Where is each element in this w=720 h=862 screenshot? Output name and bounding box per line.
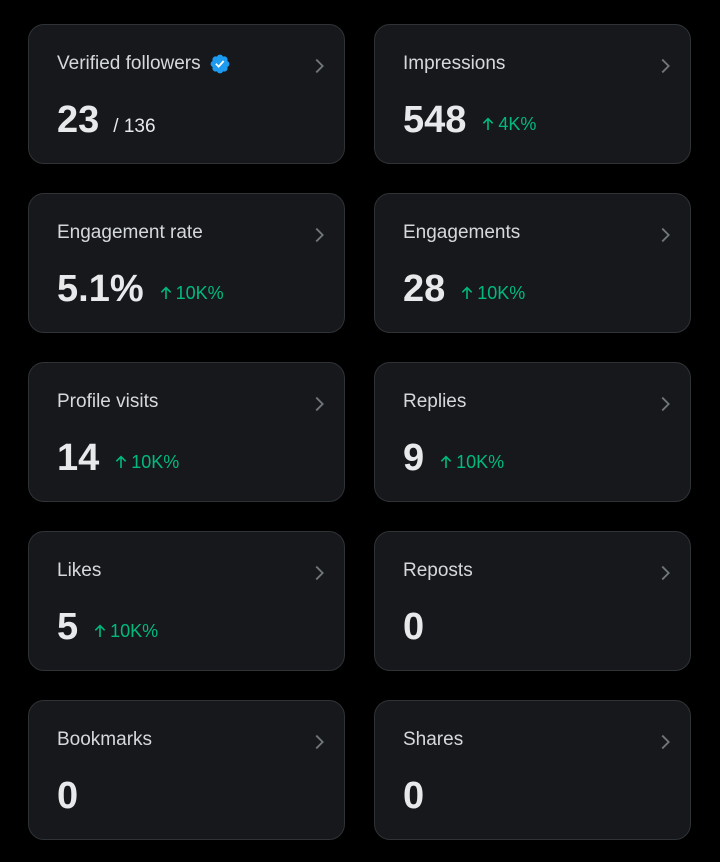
- metric-card[interactable]: Likes 5 10K%: [28, 531, 345, 671]
- metric-change: 4K%: [480, 114, 536, 135]
- verified-badge: [209, 53, 231, 75]
- metric-value-row: 5.1% 10K%: [57, 268, 224, 311]
- metric-label-row: Shares: [403, 729, 463, 751]
- chevron-icon-svg: [661, 396, 670, 412]
- metric-change: 10K%: [113, 452, 179, 473]
- metric-card[interactable]: Shares 0: [374, 700, 691, 840]
- metric-label-row: Likes: [57, 560, 101, 582]
- metric-label: Engagement rate: [57, 222, 203, 243]
- metric-card[interactable]: Replies 9 10K%: [374, 362, 691, 502]
- analytics-grid: Verified followers 23 / 136 Impressions 548 4…: [28, 24, 691, 840]
- chevron-icon-svg: [661, 734, 670, 750]
- metric-label-row: Engagement rate: [57, 222, 203, 244]
- metric-label: Shares: [403, 729, 464, 750]
- metric-label: Impressions: [403, 53, 506, 74]
- chevron-icon-svg: [315, 734, 324, 750]
- metric-value-row: 23 / 136: [57, 99, 156, 142]
- metric-value: 0: [57, 775, 79, 817]
- metric-label-row: Profile visits: [57, 391, 158, 413]
- chevron-icon-svg: [661, 58, 670, 74]
- up-arrow-icon: [92, 623, 108, 639]
- metric-change-text: 10K%: [175, 282, 224, 303]
- metric-change-text: 10K%: [110, 620, 159, 641]
- metric-card[interactable]: Impressions 548 4K%: [374, 24, 691, 164]
- chevron-icon-svg: [315, 227, 324, 243]
- up-arrow-icon: [459, 285, 475, 301]
- metric-label: Engagements: [403, 222, 521, 243]
- metric-change: 10K%: [438, 452, 504, 473]
- metric-card[interactable]: Bookmarks 0: [28, 700, 345, 840]
- metric-change-text: 10K%: [477, 282, 526, 303]
- metric-change: 10K%: [92, 621, 158, 642]
- metric-card[interactable]: Profile visits 14 10K%: [28, 362, 345, 502]
- up-arrow-icon: [113, 454, 129, 470]
- chevron-icon: [308, 55, 330, 77]
- up-arrow-icon: [438, 454, 454, 470]
- metric-label-row: Impressions: [403, 53, 505, 75]
- up-arrow-icon-svg: [483, 117, 494, 130]
- chevron-icon: [308, 224, 330, 246]
- up-arrow-icon-svg: [160, 286, 171, 299]
- metric-value: 5: [57, 606, 79, 648]
- metric-change: 10K%: [459, 283, 525, 304]
- metric-label: Profile visits: [57, 391, 159, 412]
- metric-value: 5.1%: [57, 268, 144, 310]
- up-arrow-icon-svg: [116, 455, 127, 468]
- chevron-icon-svg: [661, 227, 670, 243]
- metric-value: 28: [403, 268, 446, 310]
- metric-value-row: 28 10K%: [403, 268, 525, 311]
- chevron-icon: [654, 55, 676, 77]
- chevron-icon: [308, 731, 330, 753]
- metric-value-row: 9 10K%: [403, 437, 504, 480]
- metric-label-row: Verified followers: [57, 53, 231, 75]
- metric-value-row: 14 10K%: [57, 437, 179, 480]
- metric-card[interactable]: Engagements 28 10K%: [374, 193, 691, 333]
- metric-card[interactable]: Verified followers 23 / 136: [28, 24, 345, 164]
- metric-label-row: Engagements: [403, 222, 520, 244]
- chevron-icon-svg: [315, 396, 324, 412]
- chevron-icon: [654, 393, 676, 415]
- chevron-icon-svg: [661, 565, 670, 581]
- up-arrow-icon-svg: [440, 455, 452, 468]
- metric-label-row: Reposts: [403, 560, 473, 582]
- metric-change-text: 10K%: [456, 451, 505, 472]
- chevron-icon: [308, 393, 330, 415]
- up-arrow-icon-svg: [462, 286, 473, 299]
- metric-label-row: Bookmarks: [57, 729, 152, 751]
- metric-value: 0: [403, 775, 425, 817]
- up-arrow-icon-svg: [94, 624, 106, 637]
- metric-card[interactable]: Engagement rate 5.1% 10K%: [28, 193, 345, 333]
- metric-value: 548: [403, 99, 467, 141]
- metric-change: 10K%: [158, 283, 224, 304]
- metric-card[interactable]: Reposts 0: [374, 531, 691, 671]
- metric-value-row: 0: [403, 775, 424, 818]
- chevron-icon: [308, 562, 330, 584]
- metric-value: 9: [403, 437, 425, 479]
- chevron-icon: [654, 224, 676, 246]
- metric-value-row: 0: [57, 775, 78, 818]
- metric-change-text: 10K%: [131, 451, 180, 472]
- verified-badge-svg: [210, 54, 230, 74]
- metric-value: 0: [403, 606, 425, 648]
- up-arrow-icon: [158, 285, 174, 301]
- up-arrow-icon: [480, 116, 496, 132]
- chevron-icon: [654, 731, 676, 753]
- metric-change-text: 4K%: [498, 113, 537, 134]
- metric-value-row: 5 10K%: [57, 606, 158, 649]
- metric-total: / 136: [113, 116, 156, 137]
- metric-label: Likes: [57, 560, 102, 581]
- chevron-icon: [654, 562, 676, 584]
- metric-label: Bookmarks: [57, 729, 153, 750]
- chevron-icon-svg: [315, 565, 324, 581]
- chevron-icon-svg: [315, 58, 324, 74]
- metric-label: Reposts: [403, 560, 473, 581]
- metric-value-row: 0: [403, 606, 424, 649]
- metric-value: 23: [57, 99, 100, 141]
- metric-label: Replies: [403, 391, 467, 412]
- metric-value: 14: [57, 437, 100, 479]
- metric-label: Verified followers: [57, 53, 201, 74]
- metric-label-row: Replies: [403, 391, 466, 413]
- metric-value-row: 548 4K%: [403, 99, 536, 142]
